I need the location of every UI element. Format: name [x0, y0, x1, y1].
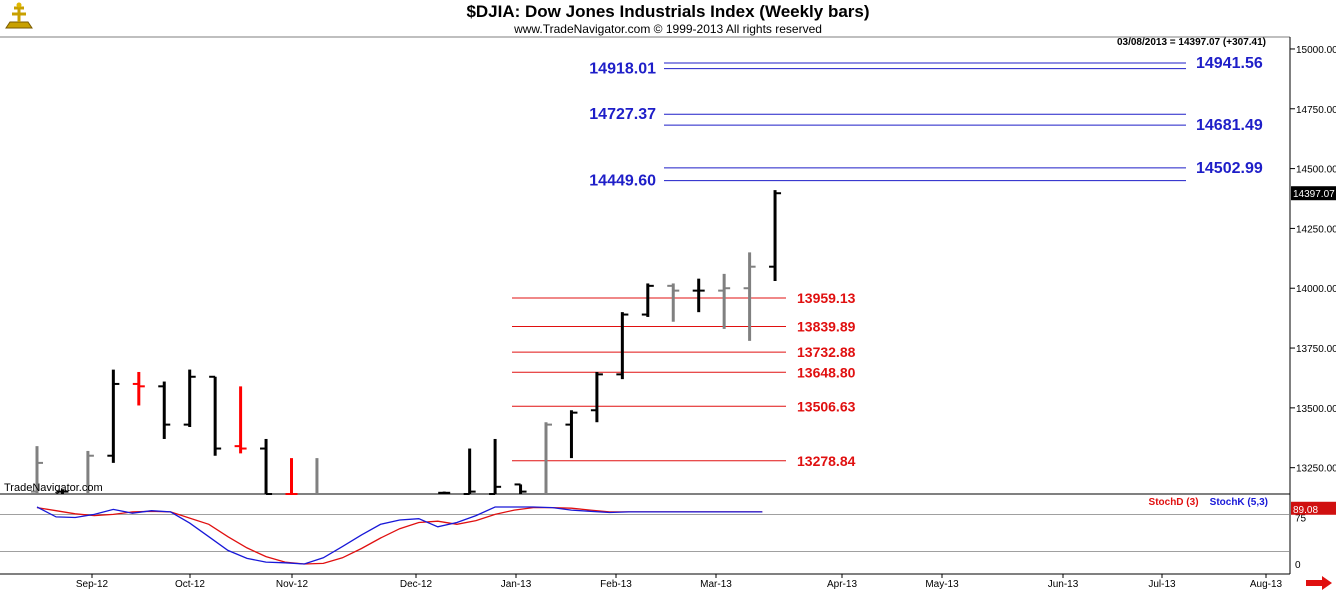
trade-navigator-logo-icon — [2, 2, 36, 32]
x-tick-label: Jul-13 — [1148, 579, 1176, 590]
level-label: 14941.56 — [1196, 55, 1263, 72]
stochastic-panel: 75 0 89.08 — [0, 501, 1336, 571]
stoch-tick-label: 75 — [1295, 514, 1307, 525]
ohlc-bar — [743, 252, 756, 341]
ohlc-bar — [616, 312, 629, 380]
ohlc-bar — [158, 381, 171, 439]
x-tick-label: Feb-13 — [600, 579, 632, 590]
level-label: 13506.63 — [797, 398, 856, 414]
price-tick-label: 14750.00 — [1296, 105, 1336, 116]
ohlc-bar — [590, 371, 603, 423]
ohlc-bar — [438, 491, 451, 494]
ohlc-bar — [209, 375, 222, 456]
ohlc-bar — [310, 458, 323, 495]
ohlc-bar — [183, 369, 196, 428]
level-label: 13278.84 — [797, 453, 856, 469]
ohlc-bar — [56, 489, 69, 494]
level-label: 13732.88 — [797, 344, 856, 360]
x-tick-label: Jan-13 — [501, 579, 532, 590]
axes-layer: 15000.00 14750.00 14500.00 14250.00 14000.00… — [0, 36, 1336, 575]
x-tick-label: Mar-13 — [700, 579, 732, 590]
price-tick-label: 14500.00 — [1296, 165, 1336, 176]
stoch-legend: StochD (3) StochK (5,3) — [1149, 497, 1268, 508]
price-tick-label: 14250.00 — [1296, 224, 1336, 235]
x-tick-label: Jun-13 — [1048, 579, 1079, 590]
price-tick-label: 14000.00 — [1296, 284, 1336, 295]
level-label: 14681.49 — [1196, 117, 1263, 134]
levels-layer: 14918.01 14941.56 14727.37 14681.49 14502.99… — [512, 55, 1263, 469]
chart-subtitle: www.TradeNavigator.com © 1999-2013 All r… — [514, 22, 822, 36]
price-tick-label: 13250.00 — [1296, 464, 1336, 475]
ohlc-bar — [489, 438, 502, 495]
chart-title: $DJIA: Dow Jones Industrials Index (Week… — [466, 2, 870, 21]
ohlc-bar — [81, 450, 94, 495]
stochK-line — [36, 506, 763, 565]
ohlc-bar — [260, 438, 273, 495]
level-label: 13959.13 — [797, 290, 856, 306]
level-label: 14918.01 — [589, 61, 656, 78]
level-label: 14727.37 — [589, 106, 656, 123]
ohlc-bar — [565, 410, 578, 459]
stoch-tick-label: 0 — [1295, 560, 1301, 571]
price-tick-label: 13500.00 — [1296, 404, 1336, 415]
x-tick-label: May-13 — [925, 579, 959, 590]
price-tick-label: 13750.00 — [1296, 344, 1336, 355]
last-price-box — [1291, 186, 1336, 201]
x-tick-label: Nov-12 — [276, 579, 309, 590]
ohlc-bar — [667, 283, 680, 322]
x-axis: Sep-12 Oct-12 Nov-12 Dec-12 Jan-13 Feb-13 Mar-… — [76, 574, 1283, 590]
ohlc-bars — [31, 190, 782, 495]
ohlc-bar — [514, 483, 527, 494]
ohlc-bar — [285, 458, 298, 495]
ohlc-bar — [234, 386, 247, 454]
last-stoch-label: 89.08 — [1293, 505, 1318, 516]
level-label: 13648.80 — [797, 364, 856, 380]
scroll-right-arrow-icon[interactable] — [1306, 576, 1332, 590]
ohlc-bar — [641, 283, 654, 317]
x-tick-label: Oct-12 — [175, 579, 205, 590]
level-label: 14449.60 — [589, 173, 656, 190]
last-price-label: 14397.07 — [1293, 189, 1335, 200]
ohlc-bar — [132, 371, 145, 406]
ohlc-bar — [107, 369, 120, 463]
ohlc-bar — [718, 273, 731, 329]
x-tick-label: Dec-12 — [400, 579, 433, 590]
ohlc-bar — [692, 278, 705, 313]
ohlc-bar — [463, 448, 476, 495]
ohlc-bar — [769, 190, 782, 282]
last-stoch-box — [1291, 501, 1336, 515]
x-tick-label: Apr-13 — [827, 579, 857, 590]
watermark-text: TradeNavigator.com — [4, 482, 103, 494]
price-tick-label: 15000.00 — [1296, 45, 1336, 56]
ohlc-bar — [540, 422, 552, 495]
stochd-legend-label: StochD (3) — [1148, 497, 1199, 508]
x-tick-label: Sep-12 — [76, 579, 109, 590]
x-tick-label: Aug-13 — [1250, 579, 1283, 590]
level-label: 13839.89 — [797, 319, 856, 335]
price-readout: 03/08/2013 = 14397.07 (+307.41) — [1116, 37, 1266, 48]
level-label: 14502.99 — [1196, 160, 1263, 177]
stochk-legend-label: StochK (5,3) — [1209, 497, 1268, 508]
stochD-line — [36, 506, 763, 565]
ohlc-bar — [31, 446, 43, 494]
